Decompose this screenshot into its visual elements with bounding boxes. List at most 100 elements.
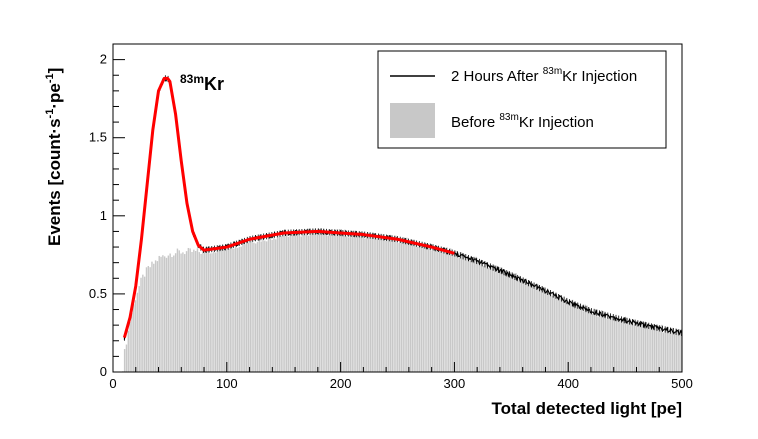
x-tick-label: 400 (557, 376, 579, 391)
before-bar (666, 326, 668, 372)
before-bar (205, 253, 208, 372)
before-bar (382, 234, 384, 372)
y-tick-label: 1.5 (89, 130, 107, 145)
before-bar (233, 248, 235, 372)
before-bar (123, 349, 126, 372)
before-bar (460, 252, 463, 372)
before-bar (422, 245, 424, 372)
legend: 2 Hours After 83mKr Injection Before 83m… (377, 50, 667, 149)
before-bar (214, 252, 217, 372)
x-tick-label: 200 (330, 376, 352, 391)
before-bar (548, 293, 550, 372)
before-bar (641, 321, 643, 372)
y-tick-label: 2 (100, 52, 107, 67)
before-bar (438, 249, 441, 372)
before-bar (444, 251, 446, 372)
before-bar (269, 237, 272, 372)
before-bar (531, 284, 534, 372)
fit-curve (122, 76, 455, 339)
before-bar (495, 267, 497, 372)
before-bar (462, 254, 465, 372)
before-bar (471, 258, 474, 372)
before-bar (600, 310, 603, 372)
before-bar (236, 248, 239, 372)
before-bar (127, 330, 129, 372)
before-bar (377, 236, 379, 372)
before-bar (218, 248, 221, 372)
before-bar (329, 232, 332, 372)
before-bar (499, 267, 501, 372)
before-bar (307, 235, 310, 372)
before-bar (387, 235, 390, 372)
before-bar (633, 325, 636, 372)
before-bar (306, 229, 308, 372)
before-bar (280, 236, 282, 372)
before-bar (595, 311, 597, 372)
before-bar (160, 256, 162, 372)
before-bar (677, 330, 679, 372)
before-bar (138, 286, 140, 372)
before-bar (194, 250, 197, 372)
before-bar (489, 266, 492, 372)
before-bar (588, 307, 590, 372)
before-bar (477, 260, 479, 372)
kr-annotation-text: Kr (204, 74, 224, 94)
before-bar (154, 260, 157, 372)
before-bar (384, 240, 386, 372)
before-bar (373, 233, 375, 372)
before-bar (566, 301, 568, 372)
before-bar (189, 248, 191, 372)
before-bar (351, 235, 353, 372)
before-bar (196, 248, 199, 372)
before-bar (560, 296, 563, 372)
x-tick-label: 500 (671, 376, 693, 391)
before-bar (458, 258, 461, 372)
before-bar (482, 266, 485, 372)
before-bar (171, 257, 173, 372)
before-bar (389, 234, 392, 372)
before-bar (473, 263, 475, 372)
before-bar (296, 230, 299, 372)
before-bar (143, 276, 146, 372)
before-bar (500, 267, 503, 372)
before-bar (369, 238, 372, 372)
before-bar (260, 241, 262, 372)
before-bar (147, 266, 150, 372)
before-bar (544, 288, 546, 372)
before-bar (537, 284, 539, 372)
plot-frame (112, 43, 683, 373)
before-bar (355, 230, 357, 372)
before-bar (555, 294, 557, 372)
before-bar (570, 300, 572, 372)
before-bar (204, 249, 206, 372)
before-bar (145, 267, 148, 372)
before-bar (590, 311, 592, 372)
before-bar (349, 231, 352, 372)
before-bar (231, 248, 233, 372)
before-bar (464, 257, 466, 372)
before-bar (367, 232, 370, 372)
before-bar (575, 304, 577, 372)
before-bar (227, 248, 230, 372)
before-bar (333, 232, 335, 372)
before-bar (167, 255, 170, 372)
before-bar (662, 332, 665, 372)
before-bar (284, 231, 286, 372)
before-bar (562, 299, 565, 372)
before-bar (429, 245, 432, 372)
before-bar (524, 281, 526, 372)
before-bar (551, 295, 554, 372)
before-bar (386, 235, 388, 372)
before-bar (673, 331, 676, 372)
before-bar (579, 307, 581, 372)
before-bar (610, 315, 612, 372)
fit-line (122, 76, 455, 339)
before-bar (318, 229, 321, 372)
before-bar (282, 235, 284, 372)
before-bar (615, 319, 617, 372)
before-bar (613, 318, 616, 372)
before-bar (440, 248, 443, 372)
before-bar (356, 235, 359, 372)
before-bar (207, 250, 210, 372)
before-bar (475, 256, 477, 372)
